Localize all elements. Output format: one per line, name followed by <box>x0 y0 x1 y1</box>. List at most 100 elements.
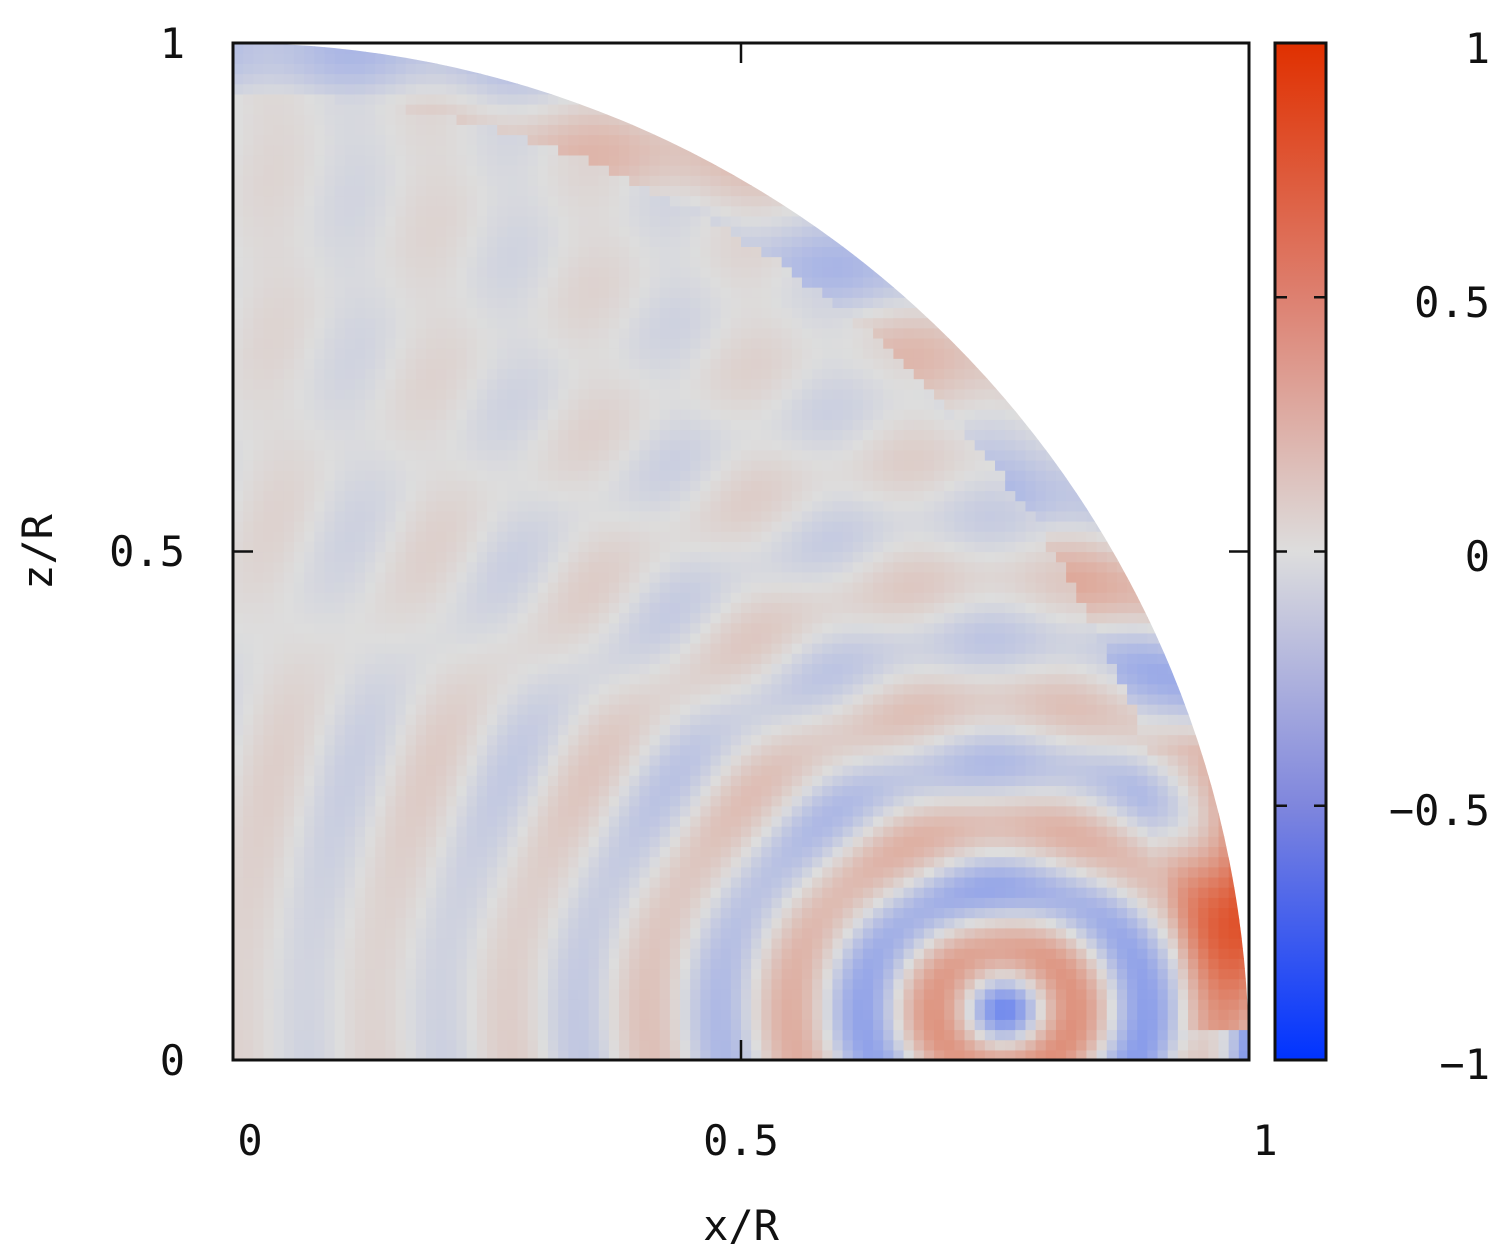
heatmap-cell <box>293 541 305 553</box>
heatmap-cell <box>263 978 275 990</box>
heatmap-cell <box>629 795 640 807</box>
heatmap-cell <box>456 1019 468 1031</box>
heatmap-cell <box>608 815 620 827</box>
heatmap-cell <box>476 378 488 390</box>
heatmap-cell <box>639 317 651 329</box>
heatmap-cell <box>253 948 265 959</box>
heatmap-cell <box>608 643 620 654</box>
heatmap-cell <box>354 205 366 217</box>
heatmap-cell <box>253 754 265 766</box>
heatmap-cell <box>405 754 417 766</box>
heatmap-cell <box>415 948 427 959</box>
heatmap-cell <box>578 398 590 410</box>
heatmap-cell <box>497 1029 508 1041</box>
heatmap-cell <box>283 93 295 105</box>
heatmap-cell <box>598 887 610 898</box>
heatmap-cell <box>517 1009 529 1020</box>
heatmap-cell <box>720 805 732 817</box>
heatmap-cell <box>497 693 508 705</box>
heatmap-cell <box>283 683 295 695</box>
heatmap-cell <box>344 195 356 207</box>
heatmap-cell <box>456 571 468 583</box>
heatmap-cell <box>446 643 458 654</box>
heatmap-cell <box>558 643 569 654</box>
heatmap-cell <box>466 1049 478 1060</box>
heatmap-cell <box>700 175 712 186</box>
heatmap-cell <box>314 734 326 746</box>
heatmap-cell <box>385 805 397 817</box>
heatmap-cell <box>405 439 417 451</box>
heatmap-cell <box>344 236 356 247</box>
heatmap-cell <box>659 134 671 146</box>
heatmap-cell <box>487 480 498 492</box>
heatmap-cell <box>365 378 376 390</box>
heatmap-cell <box>436 998 447 1010</box>
heatmap-cell <box>649 897 661 909</box>
heatmap-cell <box>293 673 305 685</box>
heatmap-cell <box>456 632 468 644</box>
heatmap-cell <box>608 582 620 593</box>
heatmap-cell <box>487 510 498 522</box>
heatmap-cell <box>385 439 397 451</box>
heatmap-cell <box>415 520 427 532</box>
heatmap-cell <box>608 348 620 359</box>
heatmap-cell <box>273 398 285 410</box>
heatmap-cell <box>344 805 356 817</box>
heatmap-cell <box>304 470 315 481</box>
heatmap-cell <box>456 846 468 858</box>
heatmap-cell <box>446 887 458 898</box>
heatmap-cell <box>690 266 701 278</box>
heatmap-cell <box>547 398 559 410</box>
heatmap-cell <box>507 276 519 288</box>
heatmap-cell <box>537 571 549 583</box>
heatmap-cell <box>507 602 519 614</box>
heatmap-cell <box>507 897 519 909</box>
heatmap-cell <box>598 307 610 319</box>
heatmap-cell <box>639 205 651 217</box>
heatmap-cell <box>273 246 285 258</box>
heatmap-cell <box>304 43 315 54</box>
heatmap-cell <box>537 1019 549 1031</box>
heatmap-cell <box>588 724 600 736</box>
heatmap-cell <box>466 144 478 156</box>
heatmap-cell <box>466 663 478 675</box>
heatmap-cell <box>608 195 620 207</box>
heatmap-cell <box>629 510 640 522</box>
heatmap-cell <box>649 215 661 227</box>
heatmap-cell <box>466 175 478 186</box>
heatmap-cell <box>314 276 326 288</box>
heatmap-cell <box>568 704 580 715</box>
heatmap-cell <box>537 948 549 959</box>
heatmap-cell <box>680 602 691 614</box>
heatmap-cell <box>375 663 386 675</box>
heatmap-cell <box>385 53 397 64</box>
heatmap-cell <box>680 704 691 715</box>
heatmap-cell <box>730 785 742 797</box>
heatmap-cell <box>476 134 488 146</box>
heatmap-cell <box>446 571 458 583</box>
heatmap-cell <box>487 937 498 949</box>
heatmap-cell <box>334 327 346 339</box>
heatmap-cell <box>385 785 397 797</box>
heatmap-cell <box>547 988 559 1000</box>
heatmap-cell <box>314 520 326 532</box>
heatmap-cell <box>639 195 651 207</box>
heatmap-cell <box>598 561 610 573</box>
heatmap-cell <box>436 256 447 268</box>
heatmap-cell <box>578 368 590 380</box>
heatmap-cell <box>659 968 671 980</box>
heatmap-cell <box>365 236 376 247</box>
heatmap-cell <box>751 1029 762 1041</box>
heatmap-cell <box>730 297 742 309</box>
heatmap-cell <box>537 744 549 756</box>
heatmap-cell <box>273 226 285 237</box>
heatmap-cell <box>233 185 244 197</box>
heatmap-cell <box>273 1019 285 1031</box>
heatmap-cell <box>405 73 417 85</box>
heatmap-cell <box>619 175 630 186</box>
heatmap-cell <box>751 693 762 705</box>
heatmap-cell <box>619 602 630 614</box>
heatmap-cell <box>558 887 569 898</box>
heatmap-cell <box>304 724 315 736</box>
heatmap-cell <box>710 520 722 532</box>
